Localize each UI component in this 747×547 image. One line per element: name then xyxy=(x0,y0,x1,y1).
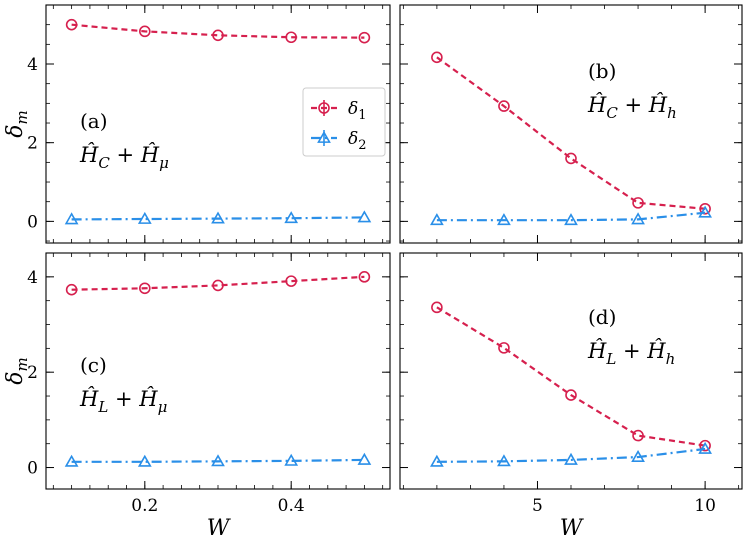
data-point-delta2 xyxy=(284,453,299,466)
data-point-delta1 xyxy=(632,429,644,442)
data-point-delta1 xyxy=(212,279,224,292)
panel-c: 0.2 0.4 0 2 4 (c) ĤL​ + Ĥμ​ xyxy=(27,252,391,516)
data-point-delta2 xyxy=(497,213,511,226)
data-point-delta2 xyxy=(564,452,578,465)
legend-box xyxy=(302,87,386,157)
data-point-delta1 xyxy=(699,439,711,452)
data-point-delta1 xyxy=(565,389,577,401)
data-point-delta2 xyxy=(137,454,152,467)
data-point-delta2 xyxy=(430,213,444,226)
series-line-delta2 xyxy=(436,211,706,222)
series-line-delta2 xyxy=(436,447,706,463)
data-point-delta2 xyxy=(64,212,79,225)
data-point-delta1 xyxy=(358,31,371,44)
y-tick-label: 0 xyxy=(27,212,38,232)
data-point-delta2 xyxy=(497,454,511,467)
data-point-delta1 xyxy=(139,282,151,295)
data-point-delta1 xyxy=(565,152,577,165)
data-point-delta1 xyxy=(285,31,297,44)
panel-b: (b) ĤC​ + Ĥh​ xyxy=(399,4,743,244)
data-point-delta2 xyxy=(284,211,299,224)
legend-marker-triangle xyxy=(317,130,331,143)
series-line-delta1 xyxy=(71,23,365,39)
y-tick-label: 4 xyxy=(27,55,38,75)
x-tick-label: 0.2 xyxy=(131,496,158,516)
x-tick-label: 0.4 xyxy=(278,496,305,516)
series-line-delta2 xyxy=(71,216,365,221)
panel-label: (a) xyxy=(80,109,108,133)
x-axis-title: W xyxy=(560,516,585,541)
data-point-delta1 xyxy=(358,271,371,283)
data-point-delta2 xyxy=(357,210,372,223)
data-point-delta2 xyxy=(357,452,372,465)
data-point-delta1 xyxy=(285,275,297,287)
data-point-delta1 xyxy=(431,301,443,314)
data-point-delta2 xyxy=(698,441,712,454)
data-point-delta1 xyxy=(632,197,644,209)
panel-formula: ĤL​ + Ĥμ​ xyxy=(79,387,167,416)
panel-label: (b) xyxy=(588,59,616,83)
data-point-delta1 xyxy=(498,342,510,354)
data-point-delta2 xyxy=(631,212,645,225)
panel-formula: ĤC​ + Ĥh​ xyxy=(587,93,677,122)
panel-d: 5 10 (d) ĤL​ + Ĥh​ xyxy=(399,252,743,516)
series-line-delta2 xyxy=(71,458,365,463)
data-point-delta1 xyxy=(65,283,78,296)
x-tick-label: 10 xyxy=(694,496,716,516)
legend-label: δ2 xyxy=(348,129,367,153)
data-point-delta1 xyxy=(65,18,78,31)
panel-label: (c) xyxy=(80,353,107,377)
data-point-delta2 xyxy=(137,211,152,224)
x-axis-title: W xyxy=(207,516,232,541)
panel-formula: ĤL​ + Ĥh​ xyxy=(587,339,675,368)
x-tick-label: 5 xyxy=(532,496,543,516)
data-point-delta2 xyxy=(698,205,712,218)
data-point-delta1 xyxy=(431,51,443,64)
data-point-delta1 xyxy=(212,29,224,42)
data-point-delta2 xyxy=(211,454,225,467)
y-tick-label: 0 xyxy=(27,459,38,479)
series-line-delta1 xyxy=(436,306,706,447)
panel-a: 0 2 4 (a) ĤC​ + Ĥμ​ xyxy=(27,4,391,244)
legend-label: δ1 xyxy=(348,99,367,123)
data-point-delta1 xyxy=(139,25,151,38)
data-point-delta2 xyxy=(64,454,79,467)
data-point-delta2 xyxy=(211,211,225,224)
data-point-delta2 xyxy=(430,454,444,467)
panel-formula: ĤC​ + Ĥμ​ xyxy=(79,143,169,172)
legend-marker-circle xyxy=(318,102,330,114)
series-line-delta1 xyxy=(71,275,365,291)
data-point-delta2 xyxy=(631,449,645,462)
series-line-delta1 xyxy=(436,56,706,210)
y-tick-label: 2 xyxy=(27,363,38,383)
y-axis-title: δm xyxy=(3,110,31,137)
data-point-delta2 xyxy=(564,213,578,226)
data-point-delta1 xyxy=(498,100,510,112)
panel-label: (d) xyxy=(588,305,616,329)
y-tick-label: 4 xyxy=(27,268,38,288)
y-tick-label: 2 xyxy=(27,134,38,154)
y-axis-title: δm xyxy=(3,357,31,384)
